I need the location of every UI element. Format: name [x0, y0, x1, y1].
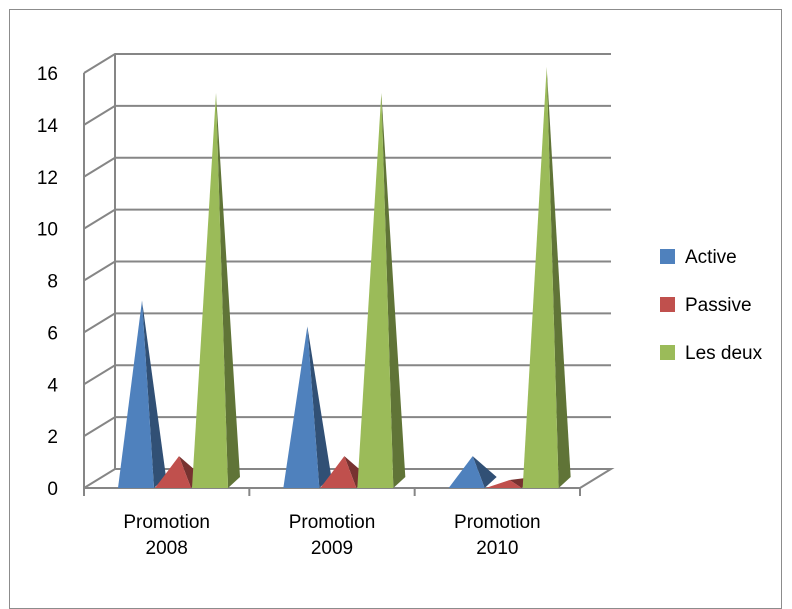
pyramid-side-face [546, 67, 571, 488]
legend-label: Active [685, 247, 737, 268]
pyramid-side-face [472, 456, 497, 488]
pyramid-les-deux [192, 92, 240, 488]
x-tick-label: Promotion [289, 512, 376, 533]
pyramid-active [118, 300, 166, 488]
pyramid-front-face [357, 92, 394, 488]
y-tick-label: 10 [37, 220, 58, 241]
gridlines [83, 53, 611, 489]
x-tick-label: Promotion [454, 512, 541, 533]
gridline [83, 104, 611, 126]
pyramid-front-face [485, 480, 522, 488]
pyramid-front-face [320, 456, 357, 488]
gridline [83, 53, 611, 74]
y-tick-label: 16 [37, 64, 58, 85]
y-tick-label: 4 [47, 375, 58, 396]
y-tick-label: 6 [47, 323, 58, 344]
x-tick-label: 2009 [311, 538, 353, 559]
legend: Active Passive Les deux [660, 247, 763, 364]
gridline [83, 312, 611, 334]
pyramid-active [283, 326, 332, 488]
gridline [83, 416, 611, 437]
legend-label: Les deux [685, 343, 763, 364]
y-tick-label: 0 [47, 479, 58, 500]
floor-edge [115, 468, 615, 489]
pyramids [118, 67, 571, 488]
legend-swatch [660, 249, 675, 264]
pyramid-chart: 0 2 4 6 8 10 12 14 16 Promotion 2008 Promotion 2009 P… [37, 53, 763, 559]
chart-frame [9, 9, 782, 609]
x-tick-label: 2008 [146, 538, 188, 559]
pyramid-les-deux [522, 67, 571, 488]
pyramid-front-face [155, 456, 191, 488]
pyramid-front-face [448, 456, 485, 488]
y-tick-label: 14 [37, 116, 59, 137]
x-tick-label: 2010 [476, 538, 518, 559]
y-tick-label: 12 [37, 168, 58, 189]
legend-swatch [660, 345, 675, 360]
pyramid-side-face [381, 92, 406, 488]
gridline [83, 260, 611, 282]
pyramid-side-face [142, 300, 166, 488]
gridline [83, 364, 611, 386]
gridline [83, 156, 611, 178]
x-tick-label: Promotion [123, 512, 210, 533]
pyramid-front-face [192, 92, 228, 488]
y-tick-label: 8 [47, 272, 58, 293]
pyramid-front-face [283, 326, 320, 488]
y-tick-label: 2 [47, 427, 58, 448]
legend-swatch [660, 297, 675, 312]
pyramid-side-face [307, 326, 332, 488]
pyramid-front-face [522, 67, 559, 488]
pyramid-active [448, 456, 497, 488]
pyramid-front-face [118, 300, 154, 488]
axes: 0 2 4 6 8 10 12 14 16 Promotion 2008 Promotion 2009 P… [37, 64, 615, 559]
legend-label: Passive [685, 295, 752, 316]
gridline [83, 208, 611, 230]
pyramid-side-face [216, 92, 240, 488]
pyramid-les-deux [357, 92, 406, 488]
